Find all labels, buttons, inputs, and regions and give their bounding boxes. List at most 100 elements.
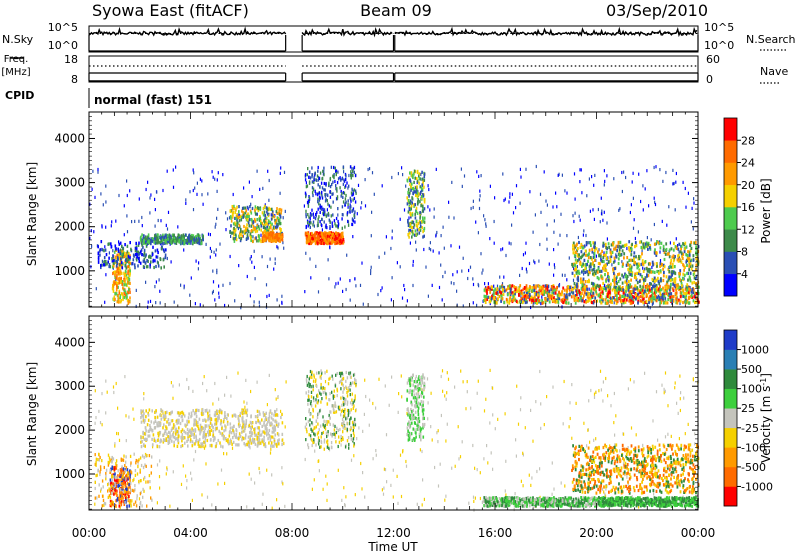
echo-cell: [651, 270, 654, 274]
echo-cell: [629, 290, 632, 294]
echo-cell: [265, 236, 268, 240]
echo-cell: [334, 435, 336, 439]
echo-cell: [546, 298, 549, 302]
echo-cell: [633, 380, 635, 384]
echo-cell: [670, 294, 673, 298]
echo-cell: [422, 217, 424, 221]
echo-cell: [519, 300, 522, 304]
echo-cell: [115, 219, 117, 223]
echo-cell: [613, 298, 616, 302]
echo-cell: [112, 265, 114, 269]
echo-cell: [238, 264, 240, 268]
echo-cell: [154, 259, 156, 263]
echo-cell: [586, 253, 589, 257]
echo-cell: [524, 294, 526, 299]
echo-cell: [317, 459, 319, 463]
echo-cell: [269, 220, 272, 224]
echo-cell: [344, 225, 346, 229]
echo-cell: [461, 440, 463, 444]
echo-cell: [331, 182, 333, 187]
echo-cell: [682, 180, 684, 184]
echo-cell: [125, 439, 127, 443]
echo-cell: [509, 192, 511, 196]
echo-cell: [603, 268, 606, 272]
echo-cell: [112, 385, 115, 389]
echo-cell: [266, 264, 269, 269]
echo-cell: [319, 196, 321, 200]
echo-cell: [169, 236, 172, 240]
echo-cell: [356, 212, 358, 216]
echo-cell: [276, 298, 278, 302]
echo-cell: [505, 253, 507, 258]
echo-cell: [670, 275, 672, 279]
echo-cell: [445, 397, 447, 401]
echo-cell: [119, 505, 121, 510]
echo-cell: [192, 240, 194, 244]
echo-cell: [633, 257, 635, 261]
echo-cell: [264, 222, 267, 227]
echo-cell: [331, 224, 334, 228]
echo-cell: [305, 215, 307, 219]
echo-cell: [568, 425, 570, 429]
echo-cell: [630, 295, 632, 299]
echo-cell: [323, 181, 325, 186]
echo-cell: [611, 241, 614, 245]
echo-cell: [688, 275, 691, 279]
echo-cell: [408, 235, 410, 239]
echo-cell: [335, 282, 337, 286]
echo-cell: [105, 225, 107, 229]
echo-cell: [580, 168, 582, 172]
echo-cell: [268, 373, 270, 377]
echo-cell: [688, 296, 691, 300]
echo-cell: [511, 291, 514, 295]
echo-cell: [494, 427, 496, 431]
echo-cell: [131, 262, 133, 266]
echo-cell: [102, 263, 105, 267]
echo-cell: [619, 253, 622, 257]
colorbar-segment: [724, 118, 737, 141]
echo-cell: [143, 392, 145, 396]
echo-cell: [317, 290, 320, 294]
echo-cell: [672, 299, 675, 303]
echo-cell: [266, 221, 268, 225]
echo-cell: [540, 210, 542, 214]
echo-cell: [625, 243, 628, 247]
echo-cell: [258, 234, 260, 239]
echo-cell: [112, 261, 115, 265]
echo-cell: [667, 252, 670, 256]
echo-cell: [329, 225, 331, 229]
echo-cell: [521, 266, 523, 271]
echo-cell: [421, 503, 423, 507]
echo-cell: [659, 299, 662, 303]
echo-cell: [136, 253, 138, 257]
echo-cell: [250, 238, 252, 243]
echo-cell: [410, 215, 412, 219]
echo-cell: [492, 467, 494, 471]
nsky-label: N.Sky: [2, 33, 34, 46]
echo-cell: [195, 420, 197, 424]
echo-cell: [274, 235, 276, 240]
echo-cell: [153, 236, 156, 240]
echo-cell: [116, 274, 118, 278]
echo-cell: [652, 263, 654, 267]
echo-cell: [320, 207, 323, 211]
echo-cell: [167, 210, 170, 214]
echo-cell: [318, 215, 320, 219]
echo-cell: [619, 207, 621, 211]
echo-cell: [422, 207, 424, 211]
echo-cell: [599, 294, 602, 298]
echo-cell: [154, 234, 156, 238]
echo-cell: [266, 468, 268, 472]
echo-cell: [137, 243, 140, 247]
echo-cell: [320, 241, 323, 245]
echo-cell: [314, 171, 316, 175]
echo-cell: [122, 295, 124, 299]
echo-cell: [571, 264, 574, 268]
echo-cell: [671, 262, 674, 266]
echo-cell: [622, 291, 625, 295]
echo-cell: [258, 237, 261, 241]
echo-cell: [333, 175, 335, 179]
echo-cell: [254, 481, 256, 485]
echo-cell: [657, 294, 660, 298]
echo-cell: [696, 296, 699, 300]
